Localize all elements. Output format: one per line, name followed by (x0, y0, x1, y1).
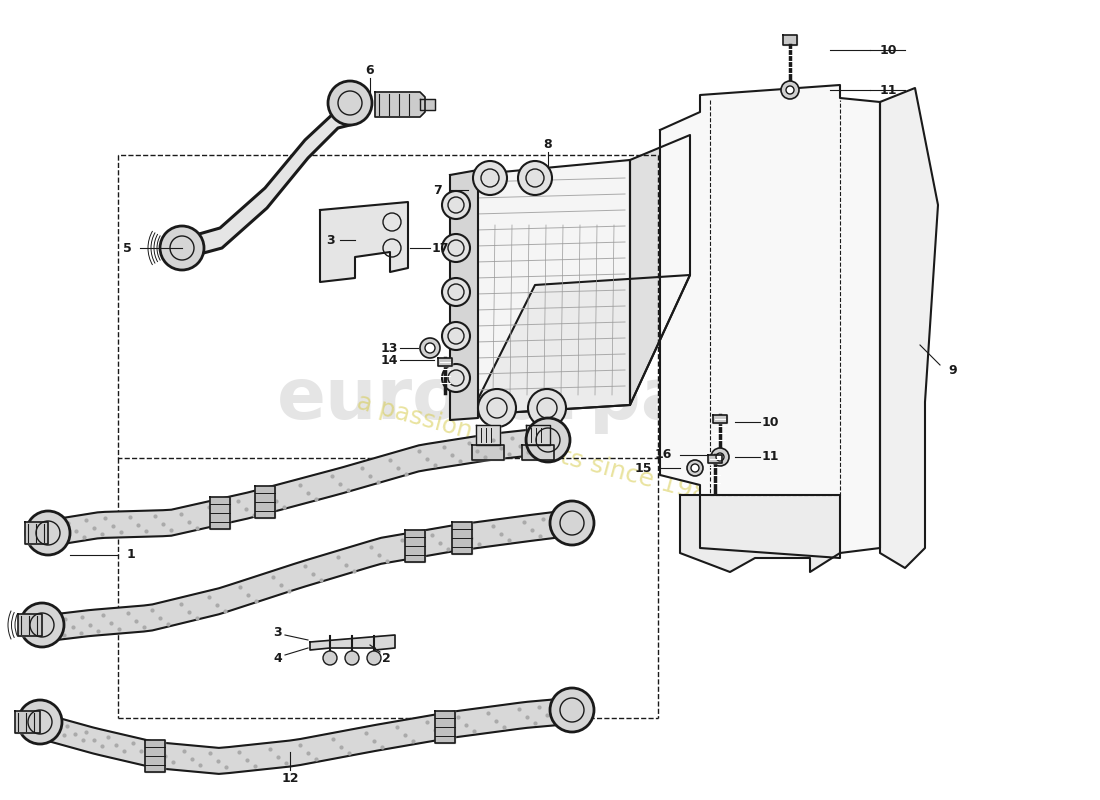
Circle shape (528, 389, 566, 427)
Polygon shape (476, 425, 501, 445)
Circle shape (442, 191, 470, 219)
Polygon shape (185, 103, 350, 258)
Text: 7: 7 (433, 183, 442, 197)
Text: 11: 11 (762, 450, 780, 463)
Polygon shape (310, 635, 395, 650)
Text: eurocarparts: eurocarparts (277, 366, 803, 434)
Polygon shape (708, 455, 722, 463)
Circle shape (786, 86, 794, 94)
Text: 15: 15 (635, 462, 652, 474)
Polygon shape (522, 445, 554, 460)
Polygon shape (680, 495, 840, 572)
Text: 16: 16 (654, 449, 672, 462)
Circle shape (526, 418, 570, 462)
Text: 9: 9 (948, 363, 957, 377)
Circle shape (473, 161, 507, 195)
Text: 6: 6 (365, 63, 374, 77)
Polygon shape (375, 92, 425, 117)
Text: 11: 11 (880, 83, 898, 97)
Polygon shape (420, 99, 434, 110)
Polygon shape (18, 614, 42, 636)
Polygon shape (15, 711, 40, 733)
Polygon shape (438, 358, 452, 366)
Polygon shape (434, 711, 455, 743)
Circle shape (478, 389, 516, 427)
Text: 1: 1 (126, 549, 135, 562)
Polygon shape (320, 202, 408, 282)
Circle shape (420, 338, 440, 358)
Polygon shape (405, 530, 425, 562)
Polygon shape (880, 88, 938, 568)
Circle shape (518, 161, 552, 195)
Text: 14: 14 (381, 354, 398, 366)
Circle shape (160, 226, 204, 270)
Polygon shape (452, 522, 472, 554)
Polygon shape (472, 445, 504, 460)
Circle shape (442, 364, 470, 392)
Circle shape (691, 464, 698, 472)
Text: 2: 2 (382, 651, 390, 665)
Circle shape (442, 234, 470, 262)
Text: 12: 12 (282, 771, 299, 785)
Circle shape (323, 651, 337, 665)
Circle shape (716, 453, 724, 461)
Circle shape (26, 511, 70, 555)
Circle shape (711, 448, 729, 466)
Polygon shape (470, 275, 690, 415)
Circle shape (345, 651, 359, 665)
Text: 3: 3 (274, 626, 282, 638)
Circle shape (442, 322, 470, 350)
Polygon shape (48, 698, 570, 774)
Polygon shape (783, 35, 798, 45)
Text: a passion for parts since 1985: a passion for parts since 1985 (354, 390, 726, 510)
Circle shape (20, 603, 64, 647)
Polygon shape (255, 486, 275, 518)
Circle shape (688, 460, 703, 476)
Text: 13: 13 (381, 342, 398, 354)
Text: 8: 8 (543, 138, 552, 151)
Polygon shape (713, 415, 727, 423)
Text: 4: 4 (273, 651, 282, 665)
Polygon shape (660, 85, 880, 558)
Circle shape (781, 81, 799, 99)
Polygon shape (526, 425, 550, 445)
Text: 10: 10 (762, 415, 780, 429)
Polygon shape (210, 497, 230, 529)
Circle shape (18, 700, 62, 744)
Polygon shape (50, 428, 544, 546)
Text: 10: 10 (880, 43, 898, 57)
Text: 3: 3 (327, 234, 336, 246)
Polygon shape (450, 170, 478, 420)
Circle shape (328, 81, 372, 125)
Circle shape (550, 501, 594, 545)
Circle shape (550, 688, 594, 732)
Circle shape (425, 343, 435, 353)
Polygon shape (145, 740, 165, 772)
Text: 5: 5 (123, 242, 132, 254)
Circle shape (442, 278, 470, 306)
Polygon shape (25, 522, 48, 544)
Polygon shape (470, 160, 630, 415)
Polygon shape (48, 510, 570, 641)
Text: 17: 17 (432, 242, 450, 254)
Polygon shape (630, 135, 690, 405)
Circle shape (367, 651, 381, 665)
